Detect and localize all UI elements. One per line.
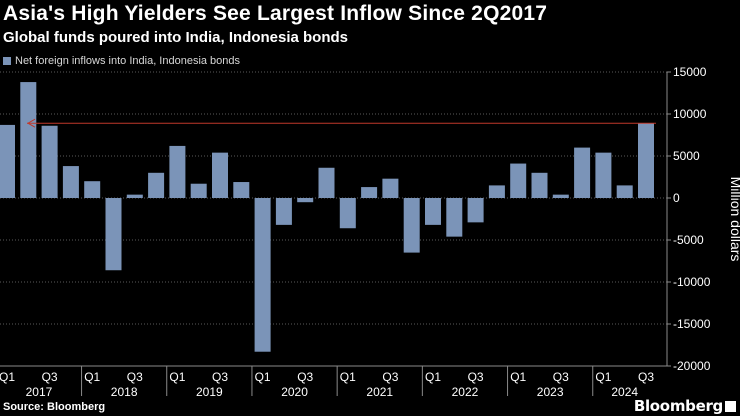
bar bbox=[531, 172, 548, 198]
bar bbox=[20, 82, 37, 198]
x-quarter-label: Q3 bbox=[212, 370, 228, 384]
x-quarter-label: Q1 bbox=[255, 370, 271, 384]
y-tick-label: -10000 bbox=[673, 275, 711, 289]
x-quarter-label: Q3 bbox=[638, 370, 654, 384]
x-quarter-label: Q3 bbox=[382, 370, 398, 384]
x-year-label: 2018 bbox=[111, 385, 138, 399]
bar bbox=[62, 166, 79, 198]
chart-subtitle: Global funds poured into India, Indonesi… bbox=[3, 29, 348, 46]
legend-swatch bbox=[3, 57, 11, 65]
x-year-label: 2020 bbox=[281, 385, 308, 399]
bar bbox=[41, 125, 58, 198]
x-year-label: 2022 bbox=[452, 385, 479, 399]
bar bbox=[425, 198, 441, 225]
bar bbox=[446, 198, 463, 237]
x-quarter-label: Q1 bbox=[425, 370, 441, 384]
x-year-label: 2024 bbox=[611, 385, 638, 399]
bar bbox=[297, 198, 314, 203]
bar bbox=[382, 178, 399, 198]
x-quarter-label: Q3 bbox=[297, 370, 313, 384]
bar bbox=[318, 167, 335, 198]
x-quarter-label: Q3 bbox=[42, 370, 58, 384]
x-year-label: 2023 bbox=[537, 385, 564, 399]
bloomberg-logo: Bloomberg bbox=[634, 397, 736, 415]
y-tick-label: 15000 bbox=[673, 65, 707, 79]
bar bbox=[595, 152, 612, 198]
bar bbox=[638, 123, 654, 198]
bar bbox=[84, 181, 101, 198]
x-quarter-label: Q3 bbox=[468, 370, 484, 384]
x-quarter-label: Q1 bbox=[169, 370, 185, 384]
bar bbox=[339, 198, 356, 229]
bar bbox=[169, 145, 186, 198]
y-tick-label: -15000 bbox=[673, 317, 711, 331]
x-quarter-label: Q1 bbox=[0, 370, 15, 384]
x-quarter-label: Q1 bbox=[510, 370, 526, 384]
x-quarter-label: Q1 bbox=[595, 370, 611, 384]
bar bbox=[105, 198, 122, 271]
source-note: Source: Bloomberg bbox=[3, 401, 106, 413]
bar bbox=[574, 147, 591, 198]
x-year-label: 2019 bbox=[196, 385, 223, 399]
bar bbox=[403, 198, 420, 253]
x-quarter-label: Q1 bbox=[84, 370, 100, 384]
bar bbox=[275, 198, 292, 225]
x-quarter-label: Q3 bbox=[553, 370, 569, 384]
bar bbox=[552, 194, 569, 198]
bar bbox=[361, 187, 378, 198]
chart-title: Asia's High Yielders See Largest Inflow … bbox=[3, 2, 548, 25]
x-quarter-label: Q1 bbox=[340, 370, 356, 384]
x-quarter-label: Q3 bbox=[127, 370, 143, 384]
brand-square-icon bbox=[725, 401, 736, 412]
bar bbox=[212, 152, 228, 198]
bar bbox=[510, 163, 527, 198]
bar bbox=[233, 182, 250, 198]
bar bbox=[190, 183, 207, 198]
reference-arrowhead bbox=[26, 118, 36, 128]
x-year-label: 2017 bbox=[26, 385, 53, 399]
y-tick-label: -20000 bbox=[673, 359, 711, 373]
y-tick-label: -5000 bbox=[673, 233, 704, 247]
y-tick-label: 5000 bbox=[673, 149, 700, 163]
bar bbox=[0, 124, 15, 198]
y-axis-title: Million dollars bbox=[728, 177, 740, 262]
bar bbox=[616, 185, 633, 198]
bar bbox=[126, 194, 143, 198]
legend-label: Net foreign inflows into India, Indonesi… bbox=[15, 55, 241, 67]
y-tick-label: 10000 bbox=[673, 107, 707, 121]
bar bbox=[148, 172, 165, 198]
brand-text: Bloomberg bbox=[633, 397, 723, 415]
bar bbox=[467, 198, 484, 223]
bar bbox=[488, 185, 505, 198]
y-tick-label: 0 bbox=[673, 191, 680, 205]
x-year-label: 2021 bbox=[366, 385, 393, 399]
bar bbox=[254, 198, 271, 352]
chart-legend: Net foreign inflows into India, Indonesi… bbox=[3, 55, 240, 67]
